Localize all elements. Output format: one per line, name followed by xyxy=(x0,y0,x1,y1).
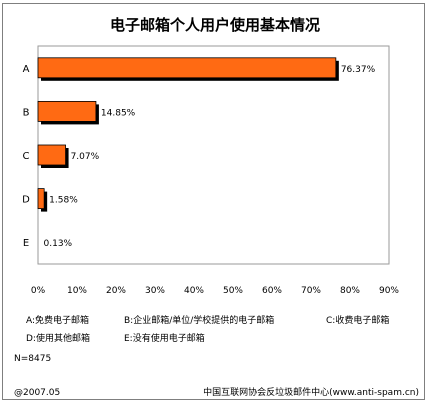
x-tick-label: 90% xyxy=(379,286,399,296)
bar-c xyxy=(37,144,66,166)
bar-d xyxy=(37,188,45,210)
legend-item-c: C:收费电子邮箱 xyxy=(326,314,389,326)
legend-item-a: A:免费电子邮箱 xyxy=(26,314,89,326)
x-tick-label: 20% xyxy=(106,286,126,296)
chart-title: 电子邮箱个人用户使用基本情况 xyxy=(110,16,320,34)
legend-item-e: E:没有使用电子邮箱 xyxy=(124,332,205,344)
footer-source: 中国互联网协会反垃圾邮件中心(www.anti-spam.cn) xyxy=(203,386,419,398)
x-tick-label: 60% xyxy=(262,286,282,296)
y-tick-label-a: A xyxy=(23,64,30,75)
y-tick-label-c: C xyxy=(23,151,30,162)
value-label-b: 14.85% xyxy=(101,108,136,118)
bar-a xyxy=(37,57,337,79)
value-label-d: 1.58% xyxy=(49,196,78,206)
y-tick-label-b: B xyxy=(23,107,30,118)
x-tick-label: 40% xyxy=(184,286,204,296)
x-tick-label: 10% xyxy=(67,286,87,296)
value-label-a: 76.37% xyxy=(341,65,376,75)
legend-item-b: B:企业邮箱/单位/学校提供的电子邮箱 xyxy=(124,314,274,326)
x-tick-label: 0% xyxy=(31,286,46,296)
y-tick-label-e: E xyxy=(23,238,29,249)
x-tick-labels: 0% 10% 20% 30% 40% 50% 60% 70% 80% 90% xyxy=(31,286,400,296)
x-tick-label: 30% xyxy=(145,286,165,296)
bar-b xyxy=(37,101,97,122)
bars-group xyxy=(37,57,339,212)
value-label-e: 0.13% xyxy=(44,239,73,249)
x-tick-label: 70% xyxy=(301,286,321,296)
y-tick-labels: A B C D E xyxy=(22,64,30,249)
x-tick-label: 50% xyxy=(223,286,243,296)
x-tick-label: 80% xyxy=(340,286,360,296)
footer-date: @2007.05 xyxy=(14,388,60,398)
legend-item-d: D:使用其他邮箱 xyxy=(26,332,90,344)
value-labels: 76.37% 14.85% 7.07% 1.58% 0.13% xyxy=(44,65,376,249)
sample-size: N=8475 xyxy=(14,354,51,364)
y-tick-label-d: D xyxy=(22,195,30,206)
value-label-c: 7.07% xyxy=(71,152,100,162)
